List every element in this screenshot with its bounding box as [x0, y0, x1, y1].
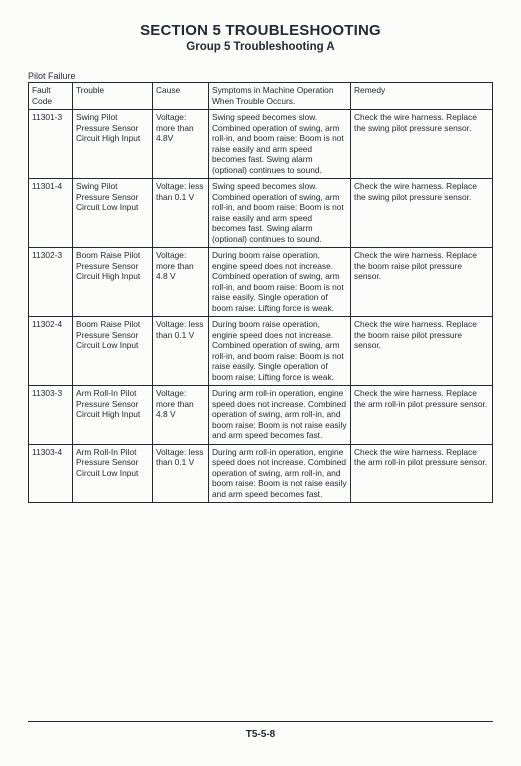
symptoms-cell: During arm roll-in operation, engine spe…	[209, 444, 351, 503]
fault-code-cell: 11302-3	[29, 248, 73, 317]
group-title: Group 5 Troubleshooting A	[28, 41, 493, 53]
remedy-cell: Check the wire harness. Replace the arm …	[351, 444, 493, 503]
fault-table: Fault Code Trouble Cause Symptoms in Mac…	[28, 82, 493, 503]
table-row: 11303-4Arm Roll-In Pilot Pressure Sensor…	[29, 444, 493, 503]
header-remedy: Remedy	[351, 83, 493, 110]
remedy-cell: Check the wire harness. Replace the boom…	[351, 248, 493, 317]
header-symptoms: Symptoms in Machine Operation When Troub…	[209, 83, 351, 110]
cause-cell: Voltage: more than 4.8 V	[153, 248, 209, 317]
fault-code-cell: 11303-3	[29, 386, 73, 445]
cause-cell: Voltage: less than 0.1 V	[153, 317, 209, 386]
cause-cell: Voltage: more than 4.8V	[153, 110, 209, 179]
table-row: 11303-3Arm Roll-In Pilot Pressure Sensor…	[29, 386, 493, 445]
remedy-cell: Check the wire harness. Replace the swin…	[351, 110, 493, 179]
header-cause: Cause	[153, 83, 209, 110]
table-header-row: Fault Code Trouble Cause Symptoms in Mac…	[29, 83, 493, 110]
cause-cell: Voltage: less than 0.1 V	[153, 444, 209, 503]
remedy-cell: Check the wire harness. Replace the swin…	[351, 179, 493, 248]
table-row: 11301-3Swing Pilot Pressure Sensor Circu…	[29, 110, 493, 179]
fault-code-cell: 11302-4	[29, 317, 73, 386]
symptoms-cell: During boom raise operation, engine spee…	[209, 248, 351, 317]
fault-code-cell: 11301-4	[29, 179, 73, 248]
trouble-cell: Swing Pilot Pressure Sensor Circuit Low …	[73, 179, 153, 248]
footer-rule	[28, 721, 493, 722]
page: SECTION 5 TROUBLESHOOTING Group 5 Troubl…	[0, 0, 521, 766]
header-trouble: Trouble	[73, 83, 153, 110]
remedy-cell: Check the wire harness. Replace the boom…	[351, 317, 493, 386]
cause-cell: Voltage: less than 0.1 V	[153, 179, 209, 248]
symptoms-cell: Swing speed becomes slow. Combined opera…	[209, 179, 351, 248]
cause-cell: Voltage: more than 4.8 V	[153, 386, 209, 445]
page-number: T5-5-8	[0, 729, 521, 740]
table-row: 11302-4Boom Raise Pilot Pressure Sensor …	[29, 317, 493, 386]
fault-code-cell: 11301-3	[29, 110, 73, 179]
header-fault-code: Fault Code	[29, 83, 73, 110]
table-label: Pilot Failure	[28, 71, 493, 81]
table-row: 11302-3Boom Raise Pilot Pressure Sensor …	[29, 248, 493, 317]
table-row: 11301-4Swing Pilot Pressure Sensor Circu…	[29, 179, 493, 248]
symptoms-cell: Swing speed becomes slow. Combined opera…	[209, 110, 351, 179]
fault-code-cell: 11303-4	[29, 444, 73, 503]
symptoms-cell: During arm roll-in operation, engine spe…	[209, 386, 351, 445]
section-title: SECTION 5 TROUBLESHOOTING	[28, 22, 493, 39]
symptoms-cell: During boom raise operation, engine spee…	[209, 317, 351, 386]
trouble-cell: Boom Raise Pilot Pressure Sensor Circuit…	[73, 317, 153, 386]
remedy-cell: Check the wire harness. Replace the arm …	[351, 386, 493, 445]
trouble-cell: Arm Roll-In Pilot Pressure Sensor Circui…	[73, 386, 153, 445]
trouble-cell: Arm Roll-In Pilot Pressure Sensor Circui…	[73, 444, 153, 503]
trouble-cell: Swing Pilot Pressure Sensor Circuit High…	[73, 110, 153, 179]
trouble-cell: Boom Raise Pilot Pressure Sensor Circuit…	[73, 248, 153, 317]
